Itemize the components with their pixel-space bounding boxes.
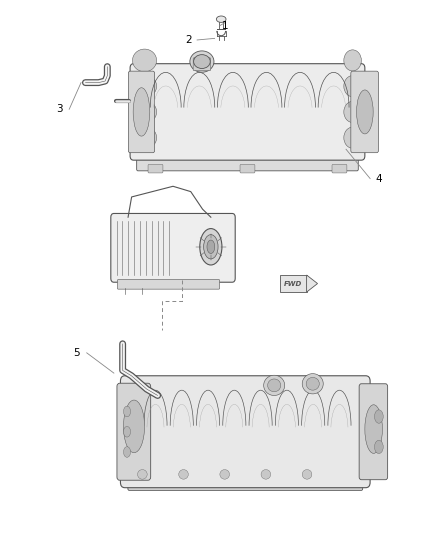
Text: 2: 2 xyxy=(185,35,192,45)
Ellipse shape xyxy=(302,374,323,394)
Ellipse shape xyxy=(344,50,361,71)
Ellipse shape xyxy=(365,405,382,454)
Ellipse shape xyxy=(138,470,147,479)
FancyBboxPatch shape xyxy=(137,150,358,171)
Ellipse shape xyxy=(207,240,215,254)
Ellipse shape xyxy=(204,235,218,259)
FancyBboxPatch shape xyxy=(120,376,370,488)
Ellipse shape xyxy=(133,88,150,136)
FancyBboxPatch shape xyxy=(128,71,155,152)
FancyBboxPatch shape xyxy=(148,164,163,173)
Ellipse shape xyxy=(374,410,383,423)
Ellipse shape xyxy=(264,375,285,395)
FancyBboxPatch shape xyxy=(351,71,378,152)
Text: 5: 5 xyxy=(73,348,80,358)
Ellipse shape xyxy=(179,470,188,479)
FancyBboxPatch shape xyxy=(359,384,388,480)
FancyBboxPatch shape xyxy=(117,279,220,289)
Ellipse shape xyxy=(261,470,271,479)
FancyBboxPatch shape xyxy=(130,63,365,160)
Ellipse shape xyxy=(344,76,361,96)
FancyBboxPatch shape xyxy=(280,275,307,292)
Ellipse shape xyxy=(132,49,156,72)
Ellipse shape xyxy=(344,127,361,148)
Ellipse shape xyxy=(124,426,131,437)
Ellipse shape xyxy=(132,126,156,149)
Ellipse shape xyxy=(220,470,230,479)
Ellipse shape xyxy=(124,447,131,457)
FancyBboxPatch shape xyxy=(332,164,347,173)
Ellipse shape xyxy=(374,440,383,454)
Ellipse shape xyxy=(306,377,319,390)
Ellipse shape xyxy=(302,470,312,479)
Text: FWD: FWD xyxy=(284,280,303,287)
Ellipse shape xyxy=(216,16,226,22)
Ellipse shape xyxy=(344,101,361,123)
Text: 4: 4 xyxy=(375,174,382,183)
FancyBboxPatch shape xyxy=(128,478,363,490)
Ellipse shape xyxy=(124,400,145,453)
Ellipse shape xyxy=(200,229,222,265)
FancyBboxPatch shape xyxy=(193,58,211,70)
Ellipse shape xyxy=(132,101,156,123)
Ellipse shape xyxy=(124,406,131,417)
FancyBboxPatch shape xyxy=(111,213,235,282)
Ellipse shape xyxy=(132,75,156,98)
Polygon shape xyxy=(307,275,318,292)
Text: 3: 3 xyxy=(56,104,63,114)
FancyBboxPatch shape xyxy=(117,383,151,480)
FancyBboxPatch shape xyxy=(240,164,255,173)
Text: 1: 1 xyxy=(222,21,229,30)
Ellipse shape xyxy=(190,51,214,72)
Ellipse shape xyxy=(268,379,281,392)
Ellipse shape xyxy=(194,55,210,68)
Ellipse shape xyxy=(357,90,373,134)
